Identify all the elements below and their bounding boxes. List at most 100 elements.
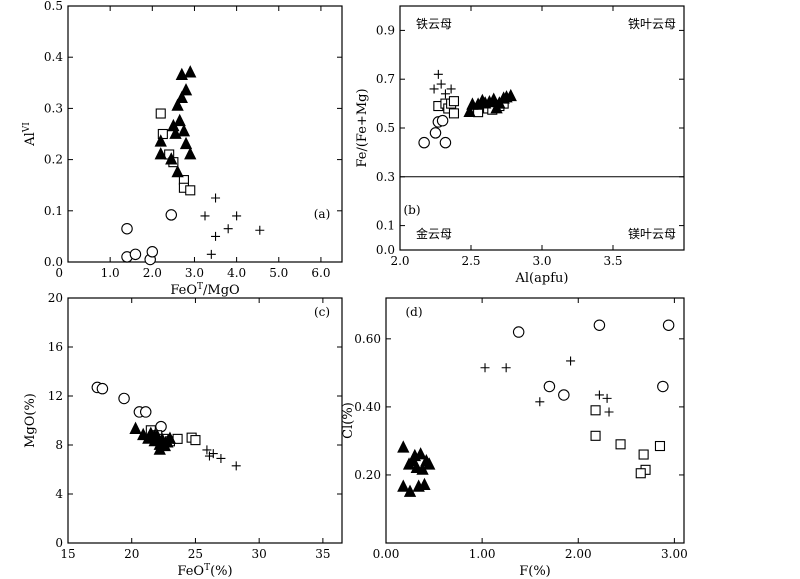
- panel-d-label: (d): [405, 305, 422, 319]
- data-point-plus: [208, 449, 218, 459]
- panel-b-ytick-label: 0.5: [376, 121, 395, 135]
- panel-b-label: (b): [403, 203, 420, 217]
- data-point-square: [654, 440, 666, 452]
- data-point-plus: [231, 461, 241, 471]
- data-point-triangle: [403, 484, 417, 497]
- data-point-square: [155, 108, 166, 119]
- panel-d-frame: [385, 297, 685, 544]
- panel-c-series-plus: [202, 445, 241, 471]
- panel-a-xtick-label: 6.0: [311, 266, 330, 280]
- panel-a-ytick-label: 0.3: [44, 101, 63, 115]
- panel-a-frame: [67, 5, 343, 263]
- panel-d-series-circle: [512, 319, 675, 401]
- zone-label-top-left: 铁云母: [416, 17, 452, 31]
- data-point-plus: [255, 225, 265, 235]
- data-point-circle: [429, 127, 442, 139]
- panel-b-ytick-label: 0.7: [376, 72, 395, 86]
- data-point-circle: [439, 136, 452, 149]
- panel-b: 2.0 2.5 3.0 3.5 0.0 0.1 0.3 0.5 0.7 0.9 铁云母 铁叶云母金云母…: [355, 5, 685, 286]
- panel-a-ytick-label: 0.5: [44, 0, 63, 13]
- data-point-circle: [543, 380, 556, 393]
- data-point-square: [638, 449, 649, 460]
- data-point-plus: [232, 211, 242, 221]
- panel-a-origin-x-label: 0: [55, 266, 63, 280]
- data-point-circle: [436, 114, 449, 127]
- panel-a-ytick-label: 0.1: [44, 204, 63, 218]
- data-point-triangle: [414, 447, 427, 460]
- panel-b-ytick-label: 0.3: [376, 170, 395, 184]
- panel-b-ytick-label: 0.9: [376, 23, 395, 37]
- panel-c-series-triangle: [129, 421, 177, 455]
- data-point-triangle: [423, 457, 436, 470]
- data-point-triangle: [129, 421, 142, 434]
- data-point-square: [157, 128, 168, 140]
- data-point-circle: [418, 136, 430, 149]
- panel-b-frame: [399, 5, 685, 251]
- data-point-circle: [118, 392, 130, 405]
- data-point-plus: [200, 211, 210, 221]
- panel-d-xlabel: F(%): [519, 564, 551, 579]
- data-point-triangle: [169, 126, 182, 139]
- panel-c-ytick-label: 4: [55, 487, 63, 501]
- data-point-plus: [602, 393, 612, 403]
- data-point-plus: [202, 445, 212, 455]
- data-point-triangle: [148, 429, 161, 442]
- panel-d-series-plus: [480, 356, 614, 417]
- data-point-square: [615, 439, 626, 450]
- panel-c-ytick-label: 12: [48, 389, 63, 403]
- data-point-plus: [604, 407, 614, 417]
- data-point-triangle: [490, 101, 503, 114]
- panel-d: 0.00 1.00 2.00 3.00 0.20 0.40 0.60 (d) F(%) Cl(%): [341, 297, 688, 579]
- data-point-plus: [446, 84, 456, 94]
- panel-c-xtick-label: 15: [60, 547, 75, 561]
- panel-d-xtick-label: 1.00: [469, 547, 496, 561]
- data-point-circle: [657, 380, 669, 393]
- data-point-triangle: [184, 65, 197, 78]
- data-point-triangle: [163, 431, 177, 444]
- data-point-triangle: [175, 90, 188, 104]
- data-point-plus: [535, 397, 545, 407]
- panel-a-ytick-label: 0.4: [44, 50, 63, 64]
- data-point-plus: [216, 453, 226, 463]
- panel-b-xtick-label: 3.5: [603, 254, 622, 268]
- panel-a-xtick-label: 1.0: [101, 266, 120, 280]
- data-point-circle: [165, 209, 178, 221]
- panel-a-xtick-label: 3.0: [185, 266, 204, 280]
- panel-b-xtick-label: 2.5: [461, 254, 480, 268]
- data-point-triangle: [179, 136, 193, 150]
- panel-a-origin-y-label: 0.0: [44, 255, 63, 269]
- data-point-circle: [129, 248, 142, 261]
- data-point-plus: [501, 363, 511, 373]
- data-point-plus: [429, 84, 439, 94]
- data-point-circle: [96, 382, 109, 395]
- panel-c-ytick-label: 16: [48, 340, 63, 354]
- panel-c-xtick-label: 30: [252, 547, 267, 561]
- zone-label-bottom-right: 镁叶云母: [628, 227, 676, 241]
- data-point-triangle: [177, 124, 191, 137]
- data-point-triangle: [397, 440, 410, 453]
- data-point-triangle: [154, 147, 167, 160]
- panel-a-label: (a): [314, 207, 331, 221]
- data-point-circle: [662, 319, 675, 331]
- data-point-plus: [594, 390, 604, 400]
- data-point-circle: [146, 246, 159, 258]
- panel-d-ytick-label: 0.20: [354, 468, 381, 482]
- data-point-triangle: [171, 98, 184, 111]
- data-point-triangle: [463, 104, 476, 118]
- data-point-plus: [204, 451, 214, 461]
- data-point-square: [448, 96, 460, 107]
- panel-a: 1.0 2.0 3.0 4.0 5.0 6.0 0.1 0.2 0.3 0.4 0.5 00.0 (a)…: [22, 0, 343, 298]
- panel-b-xtick-label: 2.0: [390, 254, 409, 268]
- data-point-circle: [139, 406, 152, 418]
- panel-c-frame: [67, 297, 343, 544]
- panel-d-series-triangle: [397, 440, 436, 497]
- panel-a-xtick-label: 4.0: [227, 266, 246, 280]
- panel-d-xtick-label: 2.00: [565, 547, 592, 561]
- zone-label-bottom-left: 金云母: [416, 226, 452, 241]
- data-point-square: [635, 468, 646, 479]
- data-point-square: [190, 435, 201, 446]
- panel-a-xtick-label: 5.0: [269, 266, 288, 280]
- panel-a-ytick-label: 0.2: [44, 153, 63, 167]
- panel-d-series-square: [590, 405, 666, 479]
